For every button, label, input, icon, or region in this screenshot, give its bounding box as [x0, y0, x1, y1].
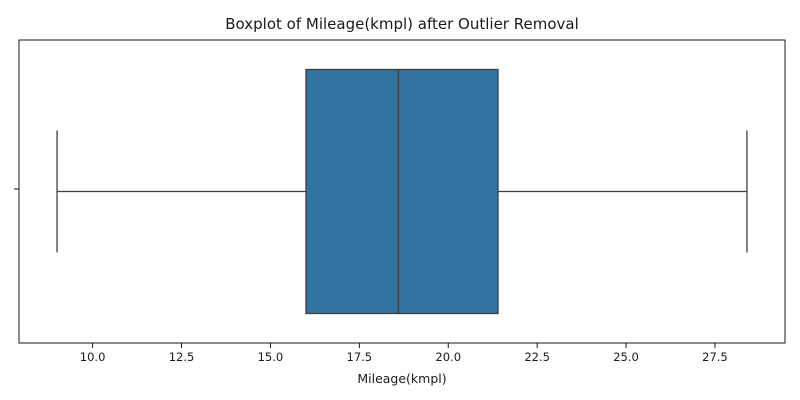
x-tick-label: 25.0 [613, 350, 639, 364]
x-tick-label: 22.5 [524, 350, 550, 364]
x-tick-label: 17.5 [347, 350, 373, 364]
x-tick-label: 12.5 [169, 350, 195, 364]
x-axis: 10.0 12.5 15.0 17.5 20.0 22.5 25.0 27.5 [80, 343, 728, 364]
x-tick-label: 27.5 [702, 350, 728, 364]
chart-title: Boxplot of Mileage(kmpl) after Outlier R… [225, 15, 578, 33]
x-tick-label: 15.0 [258, 350, 284, 364]
x-axis-label: Mileage(kmpl) [357, 371, 446, 386]
plot-layer [56, 68, 748, 315]
iqr-box [305, 68, 499, 315]
plot-area [18, 39, 786, 344]
x-tick-label: 20.0 [435, 350, 461, 364]
x-tick-label: 10.0 [80, 350, 106, 364]
